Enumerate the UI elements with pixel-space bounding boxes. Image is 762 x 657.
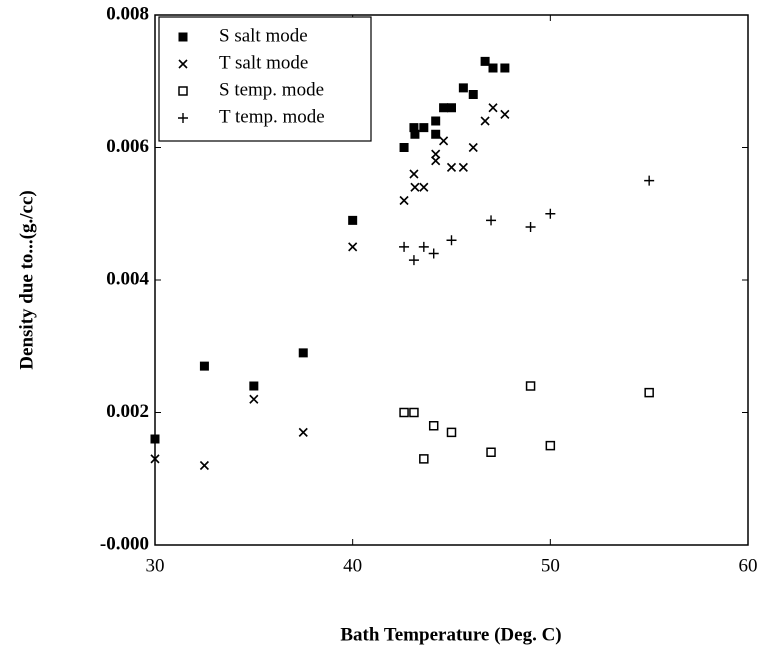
point xyxy=(150,454,160,464)
point xyxy=(446,162,457,172)
point xyxy=(446,235,457,246)
point xyxy=(298,348,308,358)
point xyxy=(408,255,419,266)
point xyxy=(419,182,429,192)
point xyxy=(545,208,556,219)
y-tick-label: 0.008 xyxy=(106,3,149,24)
point xyxy=(428,421,439,431)
point xyxy=(199,460,209,471)
point xyxy=(409,169,419,179)
point xyxy=(249,381,259,391)
point xyxy=(431,116,441,126)
legend-marker xyxy=(178,32,188,42)
legend-marker xyxy=(178,113,188,123)
point xyxy=(468,90,478,99)
point xyxy=(446,427,457,438)
point xyxy=(399,195,409,206)
point xyxy=(458,83,468,93)
point xyxy=(488,103,498,113)
point xyxy=(480,116,490,126)
point xyxy=(431,129,441,139)
point xyxy=(439,103,449,113)
point xyxy=(644,175,655,186)
point xyxy=(410,129,420,139)
point xyxy=(431,149,441,159)
y-axis-label: Density due to...(g./cc) xyxy=(16,190,37,369)
point xyxy=(399,407,409,418)
y-tick-label: 0.002 xyxy=(106,401,149,422)
y-tick-label: -0.000 xyxy=(100,533,149,554)
point xyxy=(428,248,439,259)
point xyxy=(348,242,358,252)
x-tick-label: 40 xyxy=(343,555,362,576)
y-tick-label: 0.004 xyxy=(106,268,149,289)
legend-label: S temp. mode xyxy=(219,79,324,100)
point xyxy=(525,381,536,391)
point xyxy=(298,427,308,437)
point xyxy=(439,136,449,146)
x-axis-label: Bath Temperature (Deg. C) xyxy=(340,624,561,645)
point xyxy=(199,361,209,371)
x-tick-label: 60 xyxy=(739,555,758,576)
point xyxy=(419,454,429,464)
point xyxy=(500,109,510,119)
point xyxy=(409,407,419,418)
point xyxy=(431,156,441,166)
legend-label: T salt mode xyxy=(219,52,308,73)
legend-marker xyxy=(178,59,188,69)
point xyxy=(488,63,498,73)
legend-label: T temp. mode xyxy=(219,106,325,127)
legend-marker xyxy=(178,86,188,96)
point xyxy=(419,123,429,133)
point xyxy=(525,222,536,232)
point xyxy=(447,103,456,113)
point xyxy=(486,215,497,226)
point xyxy=(409,123,419,133)
point xyxy=(249,394,259,404)
point xyxy=(410,182,420,192)
point xyxy=(418,241,429,252)
x-tick-label: 30 xyxy=(146,555,165,576)
point xyxy=(644,387,654,398)
point xyxy=(348,215,358,225)
point xyxy=(150,434,160,444)
legend-label: S salt mode xyxy=(219,25,308,46)
point xyxy=(480,56,490,66)
point xyxy=(399,143,409,152)
y-tick-label: 0.006 xyxy=(106,136,149,157)
point xyxy=(486,447,496,457)
x-tick-label: 50 xyxy=(541,555,560,576)
point xyxy=(399,241,410,252)
point xyxy=(468,142,478,153)
point xyxy=(458,162,468,172)
point xyxy=(500,63,510,73)
point xyxy=(545,440,556,451)
legend-box xyxy=(158,16,372,142)
